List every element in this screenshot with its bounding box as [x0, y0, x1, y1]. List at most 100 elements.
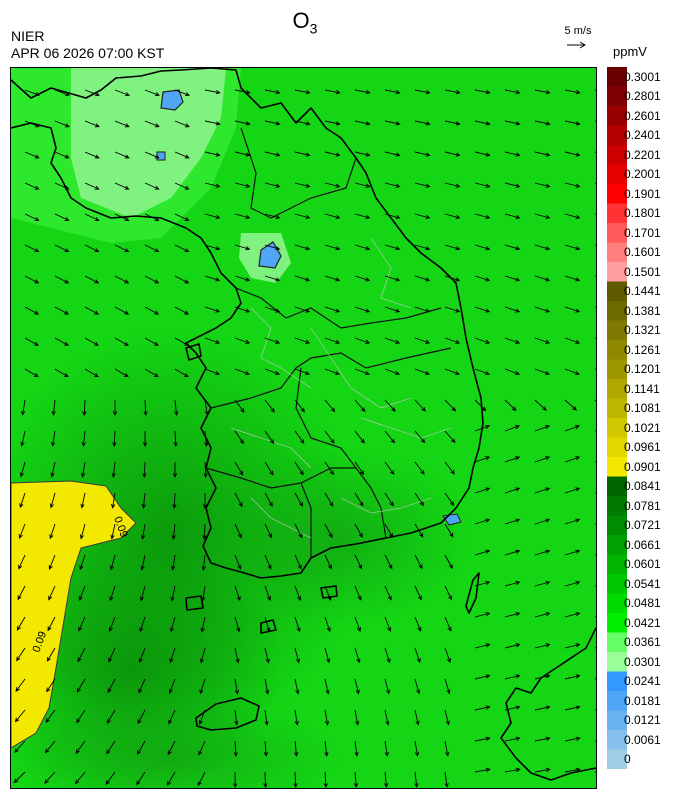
wind-arrow-icon — [384, 709, 390, 726]
colorbar-tick-label: 0.0781 — [624, 498, 661, 513]
wind-arrow-icon — [534, 151, 551, 157]
wind-arrow-icon — [534, 611, 551, 618]
wind-arrow-icon — [324, 461, 334, 476]
wind-arrow-icon — [234, 492, 243, 508]
wind-arrow-icon — [234, 120, 251, 126]
wind-arrow-icon — [54, 275, 70, 284]
wind-arrow-icon — [294, 492, 304, 507]
wind-arrow-icon — [114, 337, 130, 346]
wind-arrow-icon — [534, 425, 551, 432]
wind-arrow-icon — [444, 523, 454, 538]
colorbar-tick-label: 0.1201 — [624, 362, 661, 377]
ozone-field-yellow-west — [11, 480, 137, 749]
wind-arrow-icon — [504, 89, 521, 95]
wind-arrow-icon — [114, 89, 130, 97]
wind-arrow-icon — [444, 678, 451, 695]
wind-arrow-icon — [534, 518, 551, 525]
colorbar-tick-label: 0.2801 — [624, 89, 661, 104]
wind-arrow-icon — [414, 213, 431, 220]
wind-arrow-icon — [474, 244, 491, 251]
colorbar-swatch — [607, 125, 627, 146]
wind-arrow-icon — [48, 554, 56, 570]
colorbar-tick-label: 0.1321 — [624, 323, 661, 338]
wind-arrow-icon — [264, 399, 275, 413]
wind-arrow-icon — [24, 368, 39, 378]
wind-arrow-icon — [294, 120, 311, 126]
wind-arrow-icon — [564, 456, 581, 463]
wind-arrow-icon — [234, 89, 251, 95]
colorbar-swatch — [607, 67, 627, 87]
wind-arrow-icon — [294, 368, 311, 376]
wind-arrow-icon — [534, 399, 547, 411]
colorbar-tick-label: 0.2401 — [624, 128, 661, 143]
wind-arrow-icon — [84, 306, 100, 315]
wind-arrow-icon — [414, 709, 420, 726]
wind-arrow-icon — [504, 643, 521, 649]
wind-arrow-icon — [564, 182, 581, 188]
wind-arrow-icon — [564, 306, 581, 313]
wind-arrow-icon — [474, 306, 491, 313]
wind-arrow-icon — [564, 337, 581, 344]
colorbar-tick-label: 0.1801 — [624, 206, 661, 221]
wind-arrow-icon — [139, 616, 146, 633]
wind-arrow-icon — [174, 337, 190, 346]
wind-arrow-icon — [474, 151, 491, 157]
wind-arrow-icon — [354, 647, 361, 664]
wind-arrow-icon — [474, 368, 491, 376]
wind-arrow-icon — [474, 518, 491, 525]
wind-arrow-icon — [534, 337, 551, 344]
wind-arrow-icon — [294, 337, 311, 344]
colorbar-tick-label: 0.0301 — [624, 654, 661, 669]
legend-unit: ppmV — [613, 44, 647, 59]
wind-arrow-icon — [324, 399, 336, 413]
wind-arrow-icon — [138, 678, 146, 694]
wind-arrow-icon — [114, 182, 130, 190]
colorbar-tick-label: 0.0601 — [624, 557, 661, 572]
wind-arrow-icon — [384, 399, 396, 412]
wind-arrow-icon — [144, 337, 160, 346]
colorbar-swatch — [607, 184, 627, 204]
wind-arrow-icon — [84, 120, 100, 128]
wind-arrow-icon — [474, 611, 491, 618]
wind-arrow-icon — [444, 585, 453, 601]
wind-arrow-icon — [354, 275, 371, 282]
colorbar-swatch — [607, 457, 627, 477]
wind-arrow-icon — [444, 275, 461, 282]
wind-arrow-icon — [77, 647, 86, 663]
wind-arrow-icon — [204, 306, 221, 313]
wind-arrow-icon — [384, 151, 401, 157]
colorbar-swatch — [607, 359, 627, 380]
wind-arrow-icon — [234, 678, 240, 695]
wind-arrow-icon — [474, 275, 491, 282]
wind-arrow-icon — [112, 400, 118, 417]
wind-arrow-icon — [294, 461, 304, 476]
wind-arrow-icon — [144, 368, 159, 378]
wind-arrow-icon — [109, 585, 116, 602]
wind-arrow-icon — [204, 213, 221, 220]
wind-arrow-icon — [144, 151, 160, 159]
colorbar-tick-label: 0.1441 — [624, 284, 661, 299]
wind-arrow-icon — [324, 89, 341, 95]
wind-arrow-icon — [82, 399, 87, 417]
wind-arrow-icon — [504, 120, 521, 126]
ozone-field-mid-south — [211, 448, 471, 628]
wind-arrow-icon — [474, 89, 491, 95]
wind-arrow-icon — [17, 585, 26, 601]
wind-arrow-icon — [504, 182, 521, 188]
wind-arrow-icon — [18, 554, 26, 570]
colorbar-tick-label: 0.0661 — [624, 537, 661, 552]
wind-arrow-icon — [141, 523, 146, 540]
colorbar-swatch — [607, 632, 627, 653]
wind-arrow-icon — [108, 647, 116, 663]
wind-arrow-icon — [294, 399, 306, 413]
wind-arrow-icon — [47, 616, 56, 632]
wind-arrow-icon — [174, 182, 190, 190]
wind-arrow-icon — [294, 306, 311, 313]
wind-arrow-icon — [264, 616, 271, 633]
wind-arrow-icon — [264, 554, 272, 570]
wind-arrow-icon — [504, 399, 517, 412]
colorbar-tick-label: 0.1381 — [624, 303, 661, 318]
wind-arrow-icon — [84, 151, 100, 159]
wind-arrow-icon — [264, 647, 270, 664]
wind-arrow-icon — [414, 585, 422, 601]
